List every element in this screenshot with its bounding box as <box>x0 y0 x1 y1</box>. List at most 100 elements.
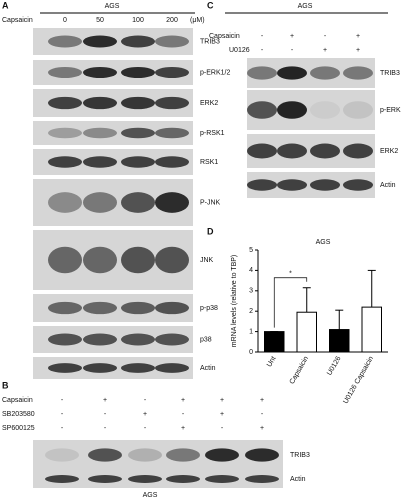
treatment-sign: + <box>323 47 327 54</box>
band <box>83 156 117 168</box>
band <box>83 246 117 274</box>
chart-title: AGS <box>316 239 331 246</box>
band <box>88 475 122 483</box>
band <box>155 127 189 139</box>
band <box>83 301 117 315</box>
treatment-sign: + <box>356 47 360 54</box>
band <box>128 475 162 483</box>
blot-label: Actin <box>200 365 216 372</box>
error-bar <box>335 309 344 330</box>
blot <box>33 440 283 470</box>
band <box>247 179 277 191</box>
cell-line: AGS <box>143 492 158 499</box>
treatment-sign: - <box>61 397 64 404</box>
unit-label: (μM) <box>190 17 205 24</box>
band <box>245 448 279 462</box>
treatment-sign: - <box>221 425 224 432</box>
treatment-label: U0126 <box>229 47 250 54</box>
band <box>121 67 155 78</box>
y-axis-label: mRNA levels (relative to TBP) <box>231 255 238 347</box>
treatment-sign: + <box>181 425 185 432</box>
band <box>121 192 155 213</box>
band <box>245 475 279 483</box>
significance-bracket <box>273 277 308 328</box>
band <box>121 35 155 48</box>
treatment-sign: - <box>182 411 185 418</box>
band <box>83 35 117 48</box>
panel-letter: B <box>2 380 9 390</box>
band <box>121 301 155 315</box>
treatment-sign: - <box>104 411 107 418</box>
band <box>166 448 200 462</box>
y-tick-label: 3 <box>249 288 253 295</box>
dose-label: 200 <box>166 17 178 24</box>
band <box>48 301 82 315</box>
band <box>155 333 189 346</box>
blot-label: TRIB3 <box>200 38 220 45</box>
treatment-sign: + <box>220 397 224 404</box>
treatment-sign: + <box>181 397 185 404</box>
blot-label: P-JNK <box>200 199 221 206</box>
x-tick-label: Capsaicin <box>289 355 310 385</box>
band <box>277 66 307 80</box>
band <box>83 127 117 139</box>
dose-label: 0 <box>63 17 67 24</box>
band <box>121 333 155 346</box>
band <box>48 35 82 48</box>
y-tick-label: 1 <box>249 328 253 335</box>
treatment-label: SP600125 <box>2 425 35 432</box>
band <box>48 333 82 346</box>
significance-mark: * <box>289 271 292 278</box>
band <box>155 96 189 110</box>
bar <box>361 306 382 353</box>
band <box>205 475 239 483</box>
treatment-sign: + <box>103 397 107 404</box>
blot-label: Actin <box>290 476 306 483</box>
band <box>247 101 277 119</box>
cell-line: AGS <box>298 3 313 10</box>
band <box>121 363 155 373</box>
blot-label: ERK2 <box>380 148 398 155</box>
band <box>83 363 117 373</box>
band <box>277 179 307 191</box>
band <box>121 156 155 168</box>
y-tick-label: 4 <box>249 267 253 274</box>
band <box>310 66 340 80</box>
band <box>45 475 79 483</box>
band <box>247 143 277 159</box>
band <box>48 363 82 373</box>
band <box>277 143 307 159</box>
band <box>155 246 189 274</box>
blot-label: p38 <box>200 336 212 343</box>
treatment-sign: + <box>260 425 264 432</box>
treatment-sign: + <box>143 411 147 418</box>
treatment-sign: - <box>144 425 147 432</box>
y-tick-label: 0 <box>249 349 253 356</box>
band <box>343 179 373 191</box>
band <box>48 192 82 213</box>
band <box>155 156 189 168</box>
treatment-label: Capsaicin <box>2 17 33 24</box>
band <box>310 179 340 191</box>
blot-label: p-ERK1/2 <box>200 69 230 76</box>
blot-label: p-p38 <box>200 305 218 312</box>
blot-label: p-ERK <box>380 107 401 114</box>
treatment-sign: + <box>260 397 264 404</box>
treatment-sign: - <box>61 411 64 418</box>
band <box>155 67 189 78</box>
x-tick-label: Unt <box>266 355 278 368</box>
band <box>83 96 117 110</box>
band <box>48 246 82 274</box>
treatment-label: Capsaicin <box>2 397 33 404</box>
error-bar <box>302 287 311 313</box>
band <box>155 301 189 315</box>
blot-label: Actin <box>380 182 396 189</box>
bar <box>329 329 350 353</box>
error-bar <box>367 269 376 308</box>
band <box>155 363 189 373</box>
band <box>48 156 82 168</box>
band <box>155 192 189 213</box>
treatment-sign: - <box>261 33 264 40</box>
band <box>166 475 200 483</box>
